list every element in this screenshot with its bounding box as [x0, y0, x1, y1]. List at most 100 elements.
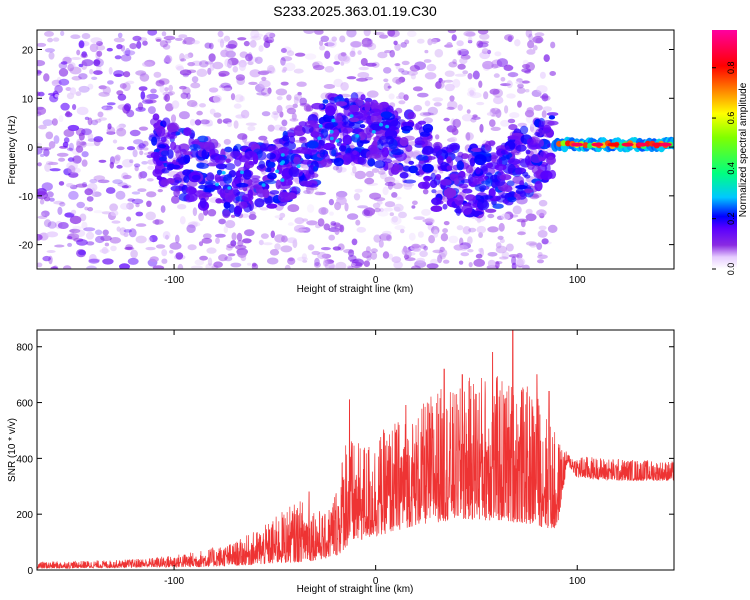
spectrogram-cell	[476, 225, 487, 234]
spectrogram-cell	[423, 175, 431, 182]
spectrogram-cell	[524, 89, 530, 93]
spectrogram-cell	[360, 58, 368, 66]
spectrogram-cell	[525, 149, 531, 155]
spectrogram-cell	[260, 233, 269, 239]
spectrogram-cell	[488, 188, 496, 198]
spectrogram-cell	[217, 118, 223, 124]
spectrogram-cell	[487, 226, 499, 233]
spectrogram-cell	[479, 123, 484, 133]
spectrogram-cell	[68, 142, 74, 152]
spectrogram-cell	[177, 204, 187, 210]
spectrogram-cell	[158, 156, 167, 162]
spectrogram-cell	[216, 169, 223, 175]
spectrogram-cell	[508, 124, 518, 131]
spectrogram-cell	[525, 208, 533, 215]
spectrogram-cell	[81, 221, 88, 230]
spectrogram-cell	[417, 231, 424, 238]
spectrogram-cell	[507, 135, 519, 140]
snr-y-ticks: 0 200 400 600 800	[16, 343, 674, 577]
spectrogram-cell	[69, 228, 81, 234]
spectrogram-cell	[125, 48, 131, 57]
spectrogram-cell	[365, 62, 377, 67]
spectrogram-cell	[422, 163, 434, 173]
spectrogram-cell	[147, 30, 158, 36]
spectrogram-cell	[484, 140, 492, 151]
spectrogram-cell	[170, 164, 181, 169]
spectrogram-cell	[296, 164, 301, 168]
spectrogram-cell	[543, 95, 551, 101]
spectrogram-cell	[408, 165, 419, 174]
spectrogram-cell	[373, 234, 382, 243]
spectrogram-cell	[440, 161, 449, 171]
spectrogram-cell	[419, 250, 428, 258]
spectrogram-cell	[176, 66, 185, 71]
spectrogram-cell	[349, 117, 360, 123]
spectrogram-cell	[332, 165, 339, 171]
spectrogram-cell	[224, 256, 233, 262]
spectrogram-cell	[395, 78, 402, 85]
spectrogram-cell	[167, 124, 179, 133]
spectrogram-cell	[204, 61, 214, 65]
spectrogram-cell	[239, 201, 248, 209]
spectrogram-cell	[328, 234, 336, 241]
spectrogram-cell	[461, 203, 473, 215]
spectrogram-cell	[403, 179, 417, 184]
spectrogram-cell	[413, 216, 425, 221]
spectrogram-cell	[500, 192, 512, 199]
spectrogram-cell	[199, 255, 209, 261]
spectrogram-cell	[318, 124, 323, 128]
spectrogram-cell	[81, 159, 88, 167]
spectrogram-cell	[479, 51, 491, 60]
spectrogram-cell	[230, 93, 236, 101]
spectrogram-cell	[280, 57, 286, 66]
spectrogram-cell	[349, 259, 359, 263]
spectrogram-cell	[364, 100, 371, 112]
spectrogram-cell	[254, 198, 265, 208]
spectrogram-cell	[353, 193, 361, 201]
spectrogram-cell	[223, 188, 234, 196]
spectrogram-cell	[143, 147, 149, 151]
spectrogram-cell	[356, 77, 368, 82]
spectrogram-cell	[230, 240, 237, 247]
spectrogram-cell	[447, 100, 458, 110]
spectrogram-cell	[333, 157, 344, 167]
spectrogram-cell	[79, 213, 87, 222]
spectrogram-cell	[423, 59, 432, 63]
spectrogram-cell	[214, 155, 226, 165]
spectrogram-cell	[67, 242, 73, 247]
spectrogram-cell	[287, 204, 300, 213]
spectrogram-cell	[281, 69, 287, 73]
spectrogram-cell	[582, 142, 589, 149]
spectrogram-cell	[522, 64, 530, 69]
spectrogram-cell	[406, 251, 416, 256]
spectrogram-cell	[296, 146, 308, 154]
spectrogram-cell	[177, 263, 184, 269]
spectrogram-cell	[37, 142, 42, 147]
spectrogram-cell	[87, 138, 96, 142]
spectrogram-cell	[435, 134, 440, 140]
spectrogram-cell	[218, 254, 228, 262]
spectrogram-cell	[171, 100, 180, 109]
spectrogram-cell	[379, 172, 387, 180]
spectrogram-cell	[292, 177, 299, 182]
spectrogram-cell	[621, 142, 634, 147]
spectrogram-cell	[185, 186, 197, 195]
spectrogram-cell	[107, 123, 112, 130]
spectrogram-cell	[182, 73, 189, 78]
spectrogram-cell	[494, 164, 507, 171]
spectrogram-cell	[259, 207, 269, 211]
spectrogram-cell	[43, 196, 51, 202]
spectrogram-cell	[215, 198, 223, 204]
spectrogram-cell	[487, 49, 492, 55]
spectrogram-cell	[236, 182, 249, 188]
spectrogram-cell	[106, 102, 116, 106]
spectrogram-cell	[51, 118, 58, 126]
spectrogram-cell	[384, 181, 396, 187]
spectrogram-cell	[463, 30, 476, 37]
spectrogram-cell	[257, 70, 270, 76]
spectrogram-cell	[509, 71, 516, 79]
spectrogram-cell	[524, 155, 531, 166]
spectrogram-cell	[371, 130, 376, 134]
spectrogram-cell	[401, 60, 410, 66]
spectrogram-cell	[360, 94, 366, 101]
